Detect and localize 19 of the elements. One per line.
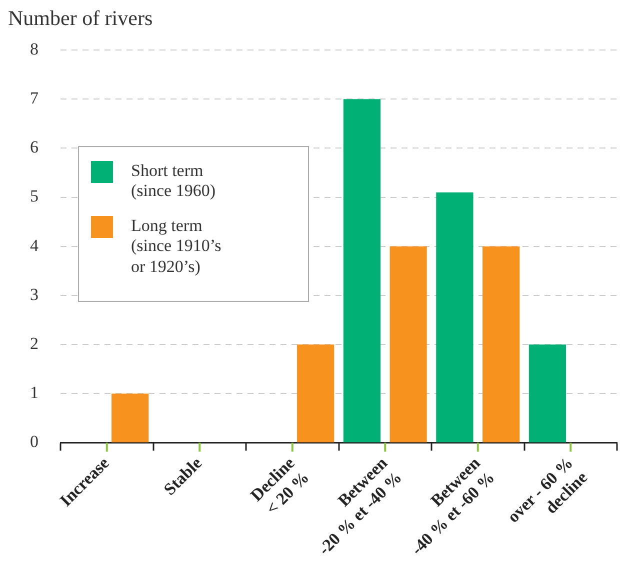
y-axis-title: Number of rivers	[8, 6, 153, 31]
legend-label: Short term (since 1960)	[131, 161, 216, 202]
bar	[343, 99, 380, 442]
y-tick-label: 2	[30, 334, 38, 353]
y-tick-label: 7	[30, 88, 39, 108]
bar	[436, 192, 474, 442]
y-tick-label: 8	[30, 39, 38, 58]
y-tick-label: 1	[30, 383, 38, 402]
legend-label: Long term (since 1910’s or 1920’s)	[131, 216, 222, 277]
y-tick-label: 3	[30, 284, 38, 304]
bar	[297, 344, 334, 442]
bar	[528, 344, 566, 442]
bar	[390, 246, 427, 442]
y-tick-label: 6	[30, 138, 38, 157]
y-tick-label: 0	[30, 432, 38, 452]
bar	[482, 246, 520, 442]
y-tick-label: 4	[30, 236, 39, 255]
y-tick-label: 5	[30, 186, 38, 206]
bar	[112, 394, 149, 442]
